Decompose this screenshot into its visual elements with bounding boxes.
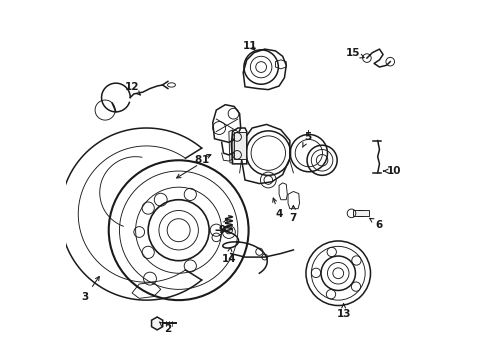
Text: 1: 1 — [176, 155, 209, 178]
Text: 10: 10 — [384, 166, 401, 176]
Text: 8: 8 — [195, 154, 211, 165]
Text: 2: 2 — [159, 322, 171, 334]
Text: 7: 7 — [290, 206, 297, 222]
Polygon shape — [353, 211, 368, 216]
Text: 6: 6 — [369, 218, 383, 230]
Text: 4: 4 — [273, 198, 283, 219]
Text: 13: 13 — [336, 304, 351, 319]
Text: 11: 11 — [243, 41, 258, 50]
Text: 3: 3 — [82, 276, 99, 302]
Text: 15: 15 — [345, 48, 364, 58]
Polygon shape — [151, 317, 163, 330]
Polygon shape — [234, 132, 245, 159]
Text: 9: 9 — [218, 219, 227, 235]
Text: 12: 12 — [125, 82, 140, 95]
Text: 5: 5 — [303, 132, 311, 147]
Text: 14: 14 — [221, 247, 236, 264]
